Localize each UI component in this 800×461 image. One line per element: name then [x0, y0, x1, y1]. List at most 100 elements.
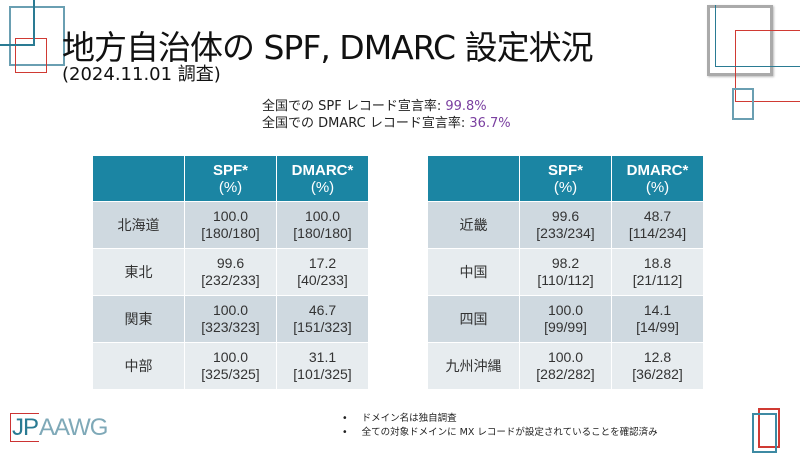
- dmarc-percent: 14.1: [643, 302, 672, 318]
- header-blank: [427, 155, 520, 202]
- spf-percent: 99.6: [551, 208, 580, 224]
- table-row: 中部 100.0 [325/325] 31.1 [101/325]: [92, 342, 369, 390]
- decor-square-blue-right: [732, 88, 754, 120]
- column-header: SPF* (%): [184, 155, 277, 202]
- column-name: SPF*: [547, 161, 583, 179]
- column-name: DMARC*: [626, 161, 689, 179]
- logo-aawg: AAWG: [39, 414, 108, 441]
- dmarc-cell: 14.1 [14/99]: [611, 295, 704, 343]
- dmarc-percent: 12.8: [643, 349, 672, 365]
- dmarc-percent: 100.0: [304, 208, 341, 224]
- dmarc-cell: 46.7 [151/323]: [276, 295, 369, 343]
- dmarc-rate-value: 36.7%: [469, 116, 511, 131]
- dmarc-count: [114/234]: [628, 225, 687, 241]
- spf-cell: 98.2 [110/112]: [519, 248, 612, 296]
- dmarc-cell: 18.8 [21/112]: [611, 248, 704, 296]
- table-row: 北海道 100.0 [180/180] 100.0 [180/180]: [92, 201, 369, 249]
- region-cell: 中部: [92, 342, 185, 390]
- spf-rate: 全国での SPF レコード宣言率: 99.8%: [262, 98, 511, 115]
- decor-line-blue: [0, 44, 34, 46]
- spf-count: [233/234]: [536, 225, 595, 241]
- jpaawg-logo: JPAAWG: [10, 413, 108, 442]
- spf-count: [110/112]: [537, 272, 594, 288]
- spf-cell: 100.0 [325/325]: [184, 342, 277, 390]
- dmarc-rate: 全国での DMARC レコード宣言率: 36.7%: [262, 115, 511, 132]
- spf-cell: 100.0 [323/323]: [184, 295, 277, 343]
- dmarc-percent: 46.7: [308, 302, 337, 318]
- dmarc-count: [21/112]: [632, 272, 683, 288]
- page-title: 地方自治体の SPF, DMARC 設定状況: [62, 28, 594, 67]
- region-cell: 関東: [92, 295, 185, 343]
- column-unit: (%): [218, 178, 243, 196]
- region-cell: 九州沖縄: [427, 342, 520, 390]
- decor-square-gray: [707, 5, 773, 76]
- spf-cell: 100.0 [180/180]: [184, 201, 277, 249]
- spf-percent: 98.2: [551, 255, 580, 271]
- column-unit: (%): [310, 178, 335, 196]
- dmarc-rate-label: 全国での DMARC レコード宣言率:: [262, 116, 470, 131]
- spf-count: [323/323]: [201, 319, 260, 335]
- dmarc-count: [101/325]: [293, 366, 352, 382]
- footnote: 全ての対象ドメインに MX レコードが設定されていることを確認済み: [342, 426, 658, 440]
- dmarc-cell: 17.2 [40/233]: [276, 248, 369, 296]
- decor-square-blue-bottom: [752, 413, 777, 453]
- table-row: 近畿 99.6 [233/234] 48.7 [114/234]: [427, 201, 704, 249]
- spf-rate-value: 99.8%: [445, 99, 487, 114]
- column-header: DMARC* (%): [276, 155, 369, 202]
- decor-square-red: [15, 38, 47, 73]
- region-cell: 東北: [92, 248, 185, 296]
- spf-count: [232/233]: [201, 272, 260, 288]
- spf-cell: 100.0 [282/282]: [519, 342, 612, 390]
- logo-jp: JP: [10, 413, 39, 442]
- column-header: DMARC* (%): [611, 155, 704, 202]
- decor-line-blue-v: [33, 0, 35, 46]
- header-blank: [92, 155, 185, 202]
- table-row: 四国 100.0 [99/99] 14.1 [14/99]: [427, 295, 704, 343]
- dmarc-percent: 18.8: [643, 255, 672, 271]
- column-unit: (%): [645, 178, 670, 196]
- table-row: 関東 100.0 [323/323] 46.7 [151/323]: [92, 295, 369, 343]
- national-rates: 全国での SPF レコード宣言率: 99.8% 全国での DMARC レコード宣…: [262, 98, 511, 132]
- dmarc-count: [14/99]: [636, 319, 679, 335]
- spf-count: [325/325]: [201, 366, 260, 382]
- dmarc-percent: 48.7: [643, 208, 672, 224]
- spf-percent: 100.0: [212, 302, 249, 318]
- spf-percent: 100.0: [212, 208, 249, 224]
- decor-line-blue-right: [715, 5, 800, 67]
- column-header: SPF* (%): [519, 155, 612, 202]
- spf-count: [180/180]: [201, 225, 260, 241]
- spf-percent: 100.0: [547, 302, 584, 318]
- dmarc-count: [36/282]: [632, 366, 683, 382]
- dmarc-cell: 48.7 [114/234]: [611, 201, 704, 249]
- spf-rate-label: 全国での SPF レコード宣言率:: [262, 99, 446, 114]
- left-region-table: SPF* (%) DMARC* (%) 北海道 100.0 [180/180] 100.…: [92, 155, 369, 390]
- decor-square-red-bottom: [758, 408, 780, 448]
- dmarc-percent: 17.2: [308, 255, 337, 271]
- column-name: SPF*: [212, 161, 248, 179]
- table-row: 東北 99.6 [232/233] 17.2 [40/233]: [92, 248, 369, 296]
- table-row: 九州沖縄 100.0 [282/282] 12.8 [36/282]: [427, 342, 704, 390]
- region-cell: 近畿: [427, 201, 520, 249]
- spf-cell: 99.6 [232/233]: [184, 248, 277, 296]
- region-cell: 四国: [427, 295, 520, 343]
- spf-percent: 99.6: [216, 255, 245, 271]
- table-row: 中国 98.2 [110/112] 18.8 [21/112]: [427, 248, 704, 296]
- spf-count: [99/99]: [544, 319, 587, 335]
- region-cell: 北海道: [92, 201, 185, 249]
- column-unit: (%): [553, 178, 578, 196]
- column-name: DMARC*: [291, 161, 354, 179]
- dmarc-cell: 100.0 [180/180]: [276, 201, 369, 249]
- dmarc-count: [40/233]: [297, 272, 348, 288]
- spf-cell: 100.0 [99/99]: [519, 295, 612, 343]
- right-region-table: SPF* (%) DMARC* (%) 近畿 99.6 [233/234] 48.7 [1…: [427, 155, 704, 390]
- page-subtitle: (2024.11.01 調査): [62, 64, 221, 85]
- spf-percent: 100.0: [212, 349, 249, 365]
- dmarc-cell: 31.1 [101/325]: [276, 342, 369, 390]
- decor-square-blue: [9, 6, 65, 66]
- footnote: ドメイン名は独自調査: [342, 412, 658, 426]
- spf-cell: 99.6 [233/234]: [519, 201, 612, 249]
- dmarc-cell: 12.8 [36/282]: [611, 342, 704, 390]
- dmarc-count: [151/323]: [293, 319, 352, 335]
- region-cell: 中国: [427, 248, 520, 296]
- dmarc-percent: 31.1: [308, 349, 337, 365]
